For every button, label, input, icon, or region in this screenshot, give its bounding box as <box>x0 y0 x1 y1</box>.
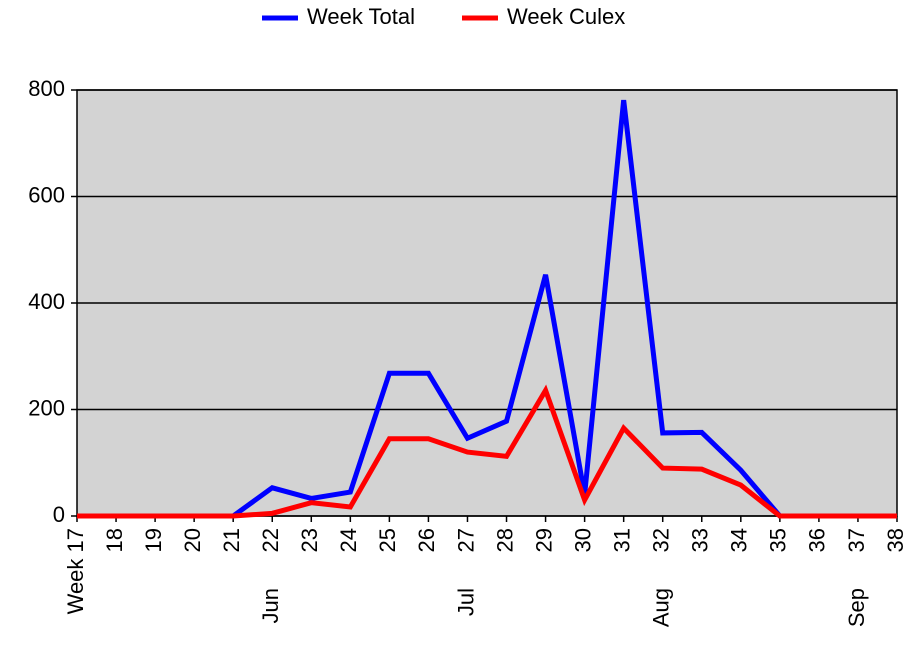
x-tick-label: 23 <box>297 528 322 552</box>
plot-border <box>76 89 898 517</box>
x-tick-label: 35 <box>766 528 791 552</box>
y-tick-label: 400 <box>28 289 65 314</box>
month-label: Sep <box>844 588 869 627</box>
x-tick-label: 24 <box>336 528 361 552</box>
x-tick-label: 29 <box>531 528 556 552</box>
x-tick-label: Week 17 <box>63 528 88 614</box>
x-tick-label: 34 <box>727 528 752 552</box>
x-tick-label: 31 <box>609 528 634 552</box>
y-tick-label: 800 <box>28 76 65 101</box>
x-tick-label: 27 <box>453 528 478 552</box>
y-tick-label: 600 <box>28 182 65 207</box>
month-label: Jul <box>453 588 478 616</box>
x-tick-label: 19 <box>141 528 166 552</box>
month-label: Aug <box>649 588 674 627</box>
x-tick-label: 33 <box>688 528 713 552</box>
x-tick-label: 25 <box>375 528 400 552</box>
x-tick-label: 21 <box>219 528 244 552</box>
series-line <box>77 384 897 519</box>
y-tick-label: 200 <box>28 395 65 420</box>
x-tick-label: 36 <box>805 528 830 552</box>
x-tick-label: 20 <box>180 528 205 552</box>
x-tick-label: 30 <box>570 528 595 552</box>
x-tick-label: 37 <box>844 528 869 552</box>
month-label: Jun <box>258 588 283 623</box>
x-tick-label: 32 <box>649 528 674 552</box>
legend-label: Week Total <box>307 4 415 29</box>
x-tick-label: 28 <box>492 528 517 552</box>
x-tick-label: 26 <box>414 528 439 552</box>
y-tick-label: 0 <box>53 502 65 527</box>
x-tick-label: 22 <box>258 528 283 552</box>
x-tick-label: 18 <box>102 528 127 552</box>
legend-label: Week Culex <box>507 4 625 29</box>
x-tick-label: 38 <box>883 528 908 552</box>
